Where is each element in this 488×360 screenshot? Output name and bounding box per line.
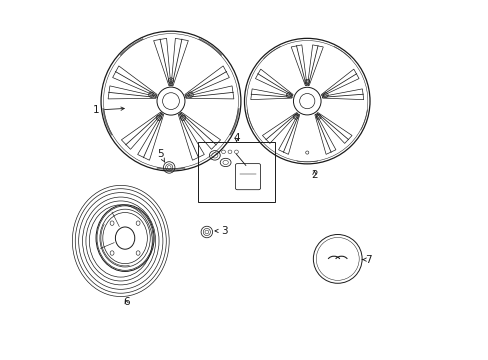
Text: 6: 6 [122, 297, 129, 307]
Bar [198, 142, 274, 202]
Text: 1: 1 [92, 105, 124, 115]
Text: 3: 3 [215, 226, 227, 236]
Text: 7: 7 [362, 255, 371, 265]
Text: 4: 4 [233, 133, 240, 143]
Text: 2: 2 [310, 170, 317, 180]
Text: 5: 5 [157, 149, 164, 162]
